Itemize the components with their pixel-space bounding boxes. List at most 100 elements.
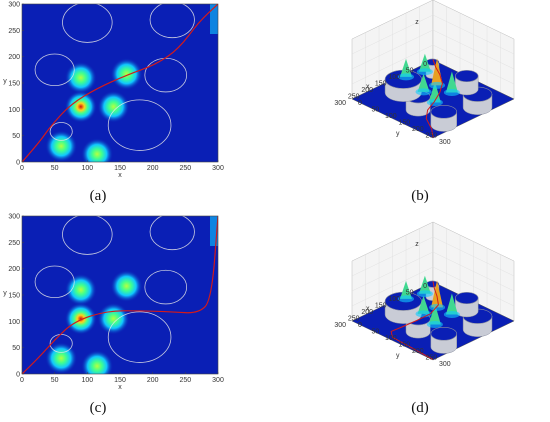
x-tick-label: 200	[361, 87, 373, 94]
peak-base-4	[415, 310, 432, 318]
obstacle-cylinder-3	[455, 70, 479, 96]
grid-line	[432, 29, 515, 70]
grid-line	[432, 251, 515, 292]
y-tick-label: 0	[16, 372, 20, 379]
planned-path-3d	[390, 281, 439, 360]
obstacle-3	[34, 265, 75, 299]
obstacle-cylinder-3	[455, 292, 479, 318]
x-tick-label: 150	[375, 303, 387, 310]
peak-base-2	[426, 321, 443, 329]
y-tick-label: 50	[372, 329, 380, 336]
planned-path-3d	[425, 59, 443, 138]
y-tick-label: 200	[412, 126, 424, 133]
peak-cone-6	[400, 58, 412, 77]
y-tick-label: 250	[8, 28, 20, 35]
x-tick-label: 100	[388, 74, 400, 81]
grid-line	[351, 44, 434, 85]
x-tick-label: 50	[51, 377, 59, 384]
y-tick-label: 200	[412, 348, 424, 355]
x-tick-label: 100	[81, 165, 93, 172]
x-tick-label: 50	[406, 290, 414, 297]
cylinder-top	[455, 70, 479, 83]
y-tick-label: 250	[426, 133, 438, 140]
y-tick-label: 100	[385, 335, 397, 342]
x-tick-label: 150	[114, 165, 126, 172]
obstacle-cylinder-2	[430, 327, 458, 354]
peak-5	[45, 130, 78, 162]
z-axis-label: z	[415, 241, 419, 248]
y-tick-label: 150	[8, 293, 20, 300]
y-tick-label: 200	[8, 266, 20, 273]
peak-6	[81, 138, 114, 162]
y-tick-label: 300	[439, 361, 451, 368]
peak-cone-2	[428, 81, 441, 103]
peak-base-2	[426, 99, 443, 107]
y-tick-label: 200	[8, 54, 20, 61]
x-tick-label: 300	[334, 322, 346, 329]
obstacle-6	[49, 122, 73, 141]
grid-line	[432, 236, 515, 277]
peak-cone-6	[400, 280, 412, 299]
grid-line	[351, 251, 434, 292]
y-axis-label: y	[3, 290, 7, 297]
y-axis-label: y	[396, 353, 400, 360]
caption-b: (b)	[411, 188, 429, 204]
heatmap-2d-c: 0 50 100 150 200 250 300 0 50 100 150 200 250 300 x y	[3, 214, 224, 392]
x-tick-label: 250	[348, 316, 360, 323]
peak-4	[97, 90, 130, 123]
y-tick-label: 250	[8, 240, 20, 247]
x-axis-label: x	[366, 83, 370, 90]
plot-area	[22, 216, 218, 374]
y-tick-label: 0	[16, 160, 20, 167]
heatmap-2d-a: 0 50 100 150 200 250 300 0 50 100 150 200 250 300 x y	[3, 2, 224, 180]
obstacle-3	[34, 53, 75, 87]
x-tick-label: 300	[334, 100, 346, 107]
peak-base-5	[416, 290, 433, 298]
panel-d: 0 50 100 150 200 250 300 0 50 100 150 200 250 300 x y z	[315, 221, 550, 392]
x-tick-label: 300	[212, 165, 224, 172]
grid-line	[351, 236, 434, 277]
grid-line	[432, 14, 515, 55]
x-tick-label: 250	[348, 94, 360, 101]
x-tick-label: 200	[361, 309, 373, 316]
y-tick-label: 150	[399, 342, 411, 349]
y-tick-label: 300	[439, 139, 451, 146]
x-tick-label: 200	[147, 377, 159, 384]
plot-area	[22, 4, 218, 162]
x-axis-label: x	[118, 172, 122, 179]
grid-line	[432, 44, 515, 85]
y-tick-label: 50	[12, 133, 20, 140]
x-tick-label: 0	[423, 283, 427, 290]
peak-cone-1	[445, 71, 458, 93]
x-tick-label: 0	[423, 61, 427, 68]
y-tick-label: 50	[372, 107, 380, 114]
x-tick-label: 50	[51, 165, 59, 172]
peak-2	[110, 270, 143, 303]
x-tick-label: 50	[406, 68, 414, 75]
edge-glow	[210, 216, 218, 246]
peak-cone-4	[417, 73, 430, 92]
y-tick-label: 300	[8, 2, 20, 9]
z-axis-label: z	[415, 19, 419, 26]
peak-2	[110, 58, 143, 91]
grid-line	[351, 29, 434, 70]
peak-cone-4	[417, 295, 430, 314]
peak-base-3	[429, 303, 446, 311]
grid-line	[432, 266, 515, 307]
x-axis-label: x	[118, 384, 122, 391]
obstacle-5	[107, 311, 172, 363]
peak-cone-3	[431, 58, 444, 86]
peak-3	[64, 302, 97, 335]
cylinder-top	[430, 327, 458, 341]
panel-a: 0 50 100 150 200 250 300 0 50 100 150 200 250 300 x y	[0, 0, 225, 180]
x-tick-label: 200	[147, 165, 159, 172]
peak-cone-5	[418, 275, 431, 294]
y-tick-label: 150	[399, 120, 411, 127]
planned-path	[22, 216, 218, 374]
caption-d: (d)	[411, 400, 429, 416]
y-axis-label: y	[3, 78, 7, 85]
peak-cone-2	[428, 303, 441, 325]
peak-6	[81, 350, 114, 374]
x-tick-label: 250	[179, 165, 191, 172]
